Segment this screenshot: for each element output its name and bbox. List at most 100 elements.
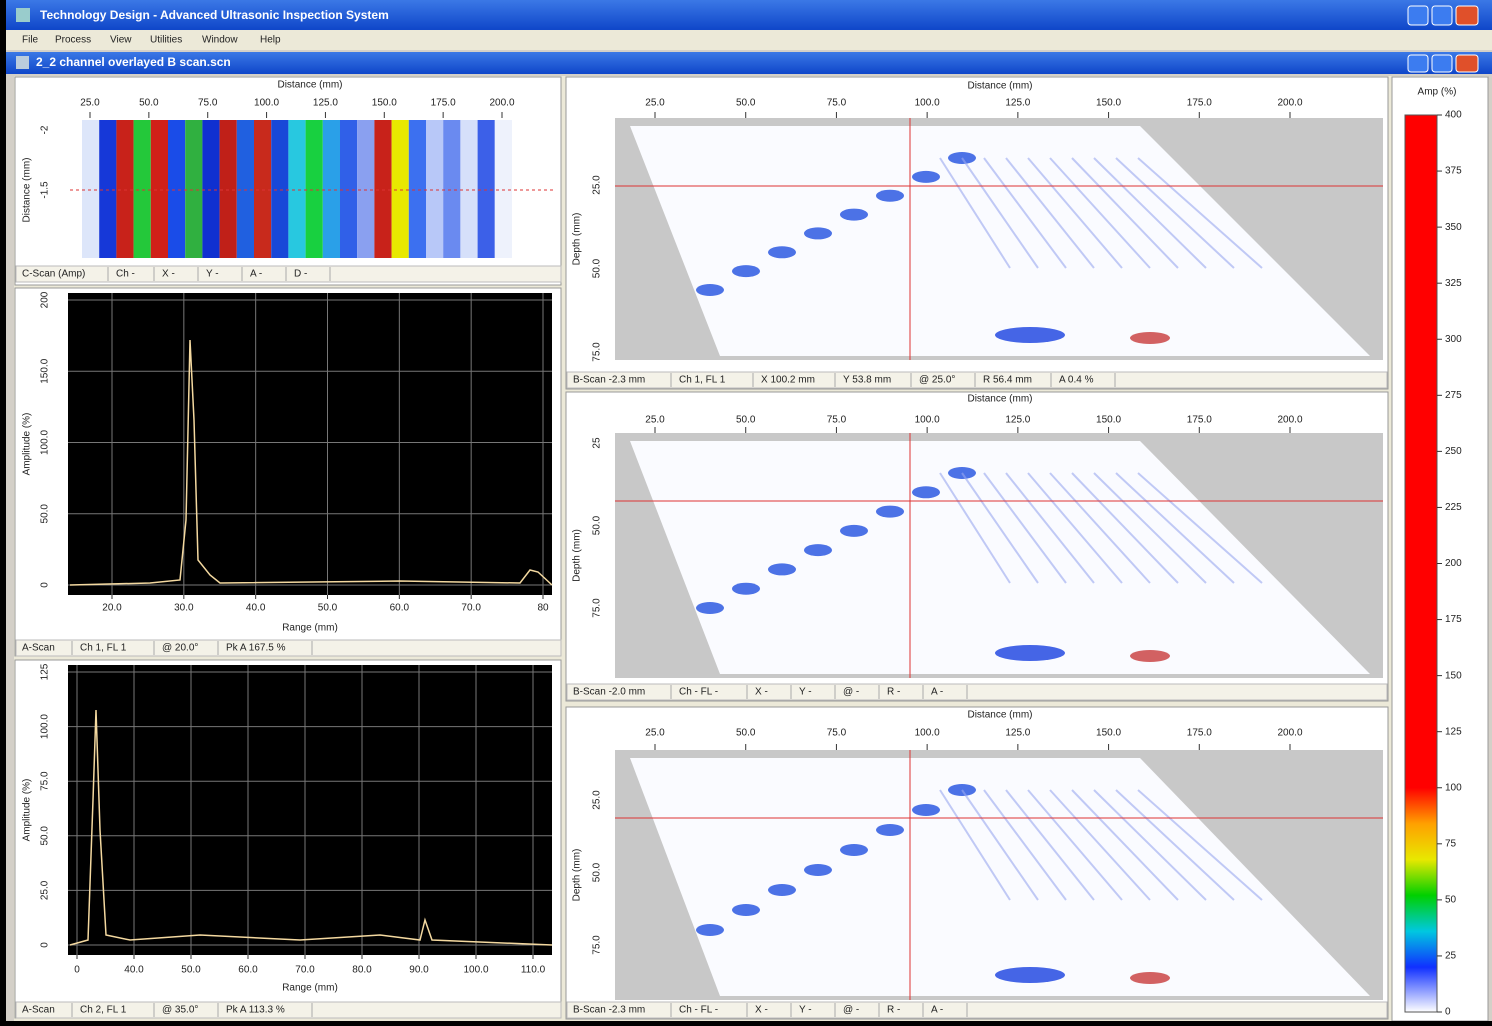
- status-field: A -: [931, 687, 943, 698]
- b-scan-echo: [876, 506, 904, 518]
- y-tick-label: 0: [40, 582, 51, 588]
- close-button[interactable]: [1456, 6, 1478, 25]
- x-tick-label: 200.0: [1277, 728, 1302, 739]
- x-tick-label: 20.0: [102, 603, 122, 614]
- b-scan-echo: [696, 924, 724, 936]
- c-scan-stripe: [460, 120, 477, 258]
- c-scan-stripe: [392, 120, 409, 258]
- menu-item[interactable]: View: [110, 35, 132, 46]
- x-tick-label: 40.0: [124, 965, 144, 976]
- c-scan-stripe: [495, 120, 512, 258]
- color-bar-label: Amp (%): [1418, 87, 1457, 98]
- status-field: Y 53.8 mm: [843, 375, 891, 386]
- status-field: A-Scan: [22, 1005, 55, 1016]
- b-scan-echo: [995, 327, 1065, 343]
- y-tick-label: 25.0: [592, 175, 603, 195]
- status-field: Pk A 167.5 %: [226, 643, 286, 654]
- y-tick-label: 75.0: [592, 342, 603, 362]
- x-tick-label: 150.0: [1096, 415, 1121, 426]
- y-tick-label: 25.0: [40, 880, 51, 900]
- status-bar: [16, 266, 561, 282]
- doc-minimize-button[interactable]: [1408, 55, 1428, 72]
- menu-item[interactable]: File: [22, 35, 39, 46]
- b-scan-echo: [876, 824, 904, 836]
- c-scan-stripe: [306, 120, 323, 258]
- minimize-button[interactable]: [1408, 6, 1428, 25]
- color-bar-tick-label: 350: [1445, 222, 1462, 233]
- x-tick-label: 100.0: [915, 728, 940, 739]
- color-bar: [1405, 115, 1437, 1012]
- x-axis-label: Distance (mm): [967, 81, 1032, 92]
- color-bar-tick-label: 325: [1445, 278, 1462, 289]
- y-tick-label: 200: [40, 291, 51, 308]
- status-field: B-Scan -2.0 mm: [573, 687, 645, 698]
- c-scan-stripe: [254, 120, 271, 258]
- status-field: A -: [931, 1005, 943, 1016]
- x-tick-label: 70.0: [295, 965, 315, 976]
- color-bar-tick-label: 150: [1445, 670, 1462, 681]
- maximize-button[interactable]: [1432, 6, 1452, 25]
- menu-item[interactable]: Help: [260, 35, 281, 46]
- y-axis-label: Amplitude (%): [22, 413, 33, 476]
- b-scan-echo: [732, 904, 760, 916]
- status-field: X -: [755, 687, 768, 698]
- x-axis-label: Range (mm): [282, 983, 338, 994]
- b-scan-echo: [912, 171, 940, 183]
- b-scan-echo: [1130, 650, 1170, 662]
- status-field: Pk A 113.3 %: [226, 1005, 285, 1016]
- c-scan-stripe: [202, 120, 219, 258]
- x-tick-label: 110.0: [521, 965, 546, 976]
- x-tick-label: 75.0: [198, 98, 218, 109]
- b-scan-echo: [840, 209, 868, 221]
- x-tick-label: 150.0: [372, 98, 397, 109]
- x-tick-label: 50.0: [736, 728, 756, 739]
- b-scan-echo: [696, 284, 724, 296]
- color-bar-tick-label: 0: [1445, 1007, 1451, 1018]
- b-scan-echo: [995, 645, 1065, 661]
- x-tick-label: 125.0: [1005, 98, 1030, 109]
- c-scan-stripe: [357, 120, 374, 258]
- color-bar-tick-label: 125: [1445, 726, 1462, 737]
- x-tick-label: 30.0: [174, 603, 194, 614]
- y-tick-label: 50.0: [592, 258, 603, 278]
- doc-maximize-button[interactable]: [1432, 55, 1452, 72]
- y-tick-label: 75.0: [592, 935, 603, 955]
- x-axis-label: Range (mm): [282, 623, 338, 634]
- a-scan-plot: [68, 665, 552, 955]
- b-scan-echo: [696, 602, 724, 614]
- status-field: C-Scan (Amp): [22, 269, 85, 280]
- b-scan-echo: [1130, 332, 1170, 344]
- x-tick-label: 50.0: [736, 415, 756, 426]
- x-tick-label: 175.0: [1187, 728, 1212, 739]
- x-tick-label: 150.0: [1096, 98, 1121, 109]
- b-scan-echo: [912, 804, 940, 816]
- x-tick-label: 25.0: [645, 728, 665, 739]
- x-tick-label: 50.0: [139, 98, 159, 109]
- status-field: D -: [294, 269, 307, 280]
- status-field: A 0.4 %: [1059, 375, 1094, 386]
- color-bar-tick-label: 375: [1445, 166, 1462, 177]
- x-tick-label: 125.0: [1005, 728, 1030, 739]
- x-tick-label: 125.0: [313, 98, 338, 109]
- x-tick-label: 50.0: [318, 603, 338, 614]
- c-scan-stripe: [151, 120, 168, 258]
- menu-item[interactable]: Window: [202, 35, 238, 46]
- b-scan-echo: [804, 864, 832, 876]
- status-field: @ -: [843, 687, 859, 698]
- b-scan-echo: [840, 525, 868, 537]
- status-field: Ch 1, FL 1: [679, 375, 726, 386]
- status-field: Ch 2, FL 1: [80, 1005, 127, 1016]
- menu-item[interactable]: Process: [55, 35, 91, 46]
- x-tick-label: 25.0: [645, 415, 665, 426]
- x-tick-label: 50.0: [181, 965, 201, 976]
- b-scan-echo: [840, 844, 868, 856]
- y-tick-label: 125: [40, 663, 51, 680]
- status-field: X 100.2 mm: [761, 375, 815, 386]
- x-tick-label: 90.0: [409, 965, 429, 976]
- app-window: Technology Design - Advanced Ultrasonic …: [0, 0, 1492, 1021]
- c-scan-stripe: [443, 120, 460, 258]
- c-scan-stripe: [409, 120, 426, 258]
- doc-close-button[interactable]: [1456, 55, 1478, 72]
- menu-item[interactable]: Utilities: [150, 35, 182, 46]
- c-scan-stripe: [185, 120, 202, 258]
